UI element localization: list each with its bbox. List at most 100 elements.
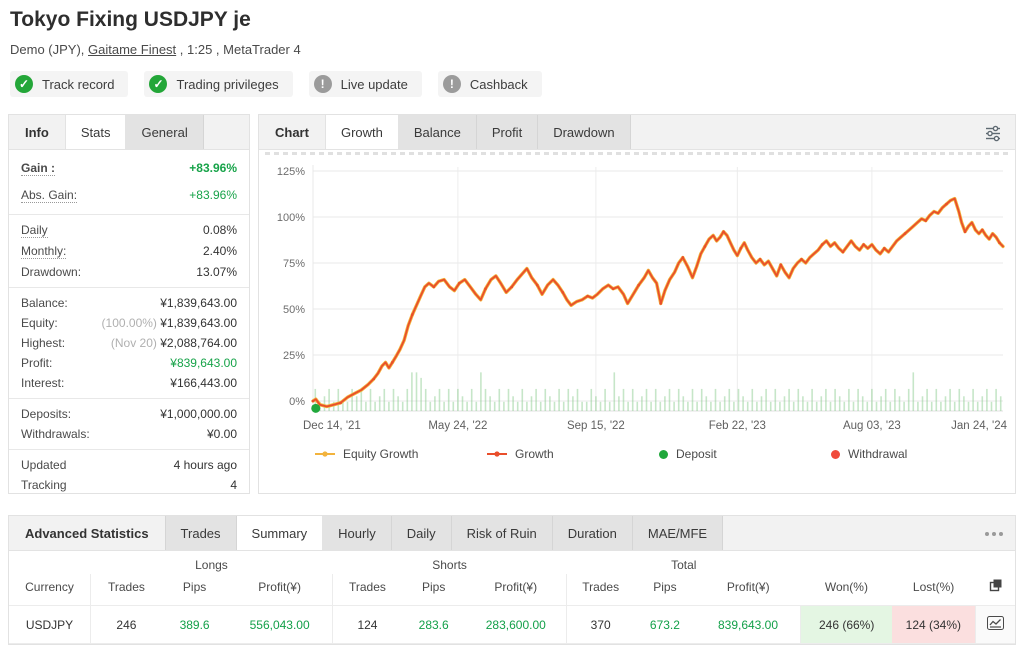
stat-label: Deposits: [21,407,72,421]
stat-label: Interest: [21,376,65,390]
copy-icon[interactable] [988,578,1003,593]
stat-value: ¥1,839,643.00 [160,296,237,310]
status-badge-track-record: ✓ Track record [10,71,129,97]
column-header-trades: Trades [89,574,162,606]
tab-general[interactable]: General [126,115,204,149]
stats-panel-title: Info [25,124,49,140]
cell-lost: 124 (34%) [891,605,976,644]
legend-label: Deposit [676,447,717,461]
svg-text:Feb 22, '23: Feb 22, '23 [709,420,766,432]
table-row-usdjpy: USDJPY 246 389.6 556,043.00 124 283.6 283,600.… [9,605,1015,644]
tab-growth[interactable]: Growth [324,115,399,149]
stats-group: Balance: ¥1,839,643.00 Equity: (100.00%) ¥1… [9,287,249,398]
tab-daily[interactable]: Daily [391,516,452,550]
tab-drawdown[interactable]: Drawdown [538,115,631,149]
withdrawal-dot-icon [831,449,840,459]
badge-label: Trading privileges [176,76,279,92]
tab-hourly[interactable]: Hourly [323,516,392,550]
svg-text:Dec 14, '21: Dec 14, '21 [303,420,361,432]
more-options-icon[interactable] [985,516,1003,551]
summary-table: Longs Shorts Total Currency Trades Pips Profit… [9,551,1015,644]
stat-value: (Nov 20) ¥2,088,764.00 [110,336,237,350]
tab-duration[interactable]: Duration [552,516,633,550]
column-header-profit: Profit(¥) [494,580,538,594]
svg-text:May 24, '22: May 24, '22 [428,420,487,432]
tab-risk-of-ruin[interactable]: Risk of Ruin [451,516,553,550]
stat-row-updated: Updated 4 hours ago [9,455,249,475]
tab-summary[interactable]: Summary [236,516,324,550]
legend-item-equity-growth[interactable]: Equity Growth [315,447,487,461]
column-header-currency: Currency [25,580,74,594]
tab-trades[interactable]: Trades [164,516,237,550]
group-header [9,551,90,574]
copy-column-header [975,574,1015,606]
column-header-trades: Trades [331,574,402,606]
account-subtitle: Demo (JPY), Gaitame Finest , 1:25 , Meta… [8,32,1016,57]
group-header-shorts: Shorts [432,558,467,572]
exclamation-icon: ! [313,75,332,93]
leverage-platform: , 1:25 , MetaTrader 4 [176,42,301,57]
tab-profit[interactable]: Profit [476,115,539,149]
stat-row-equity: Equity: (100.00%) ¥1,839,643.00 [9,313,249,333]
stat-label: Highest: [21,336,66,350]
svg-text:Aug 03, '23: Aug 03, '23 [843,420,901,432]
status-badge-live-update: ! Live update [308,71,422,97]
stat-label: Profit: [21,356,53,370]
chart-panel-title: Chart [275,124,309,140]
stat-label: Equity: [21,316,58,330]
chart-panel-header: Chart Growth Balance Profit Drawdown [259,115,1015,150]
stats-group: Daily 0.08% Monthly: 2.40% Drawdown: 13.07% [9,214,249,287]
svg-text:Sep 15, '22: Sep 15, '22 [567,420,625,432]
status-badges: ✓ Track record ✓ Trading privileges! Live up… [10,71,1016,97]
stats-group: Deposits: ¥1,000,000.00 Withdrawals: ¥0.00 [9,398,249,449]
advanced-statistics-header: Advanced Statistics Trades Summary Hourly D… [9,516,1015,551]
stat-label: Monthly: [21,244,67,259]
column-header-pips: Pips [182,580,207,594]
chart-range-strip[interactable] [265,152,1009,155]
check-icon: ✓ [15,75,33,93]
cell-value: 839,643.00 [695,605,801,644]
legend-item-deposit[interactable]: Deposit [659,447,831,461]
legend-item-withdrawal[interactable]: Withdrawal [831,447,1003,461]
stat-value: 0.08% [202,223,237,237]
stat-row-drawdown: Drawdown: 13.07% [9,262,249,282]
tab-mae-mfe[interactable]: MAE/MFE [632,516,724,550]
stat-row-daily: Daily 0.08% [9,220,249,241]
broker-link[interactable]: Gaitame Finest [88,42,177,57]
stat-row-monthly: Monthly: 2.40% [9,241,249,262]
stat-label: Daily [21,223,48,238]
chart-legend: Equity Growth Growth Deposit Withdrawal [315,447,1015,461]
stat-value: (100.00%) ¥1,839,643.00 [101,316,237,330]
advanced-statistics-panel: Advanced Statistics Trades Summary Hourly D… [8,515,1016,645]
cell-chart-icon [974,605,1015,644]
stat-value: 4 [230,478,237,492]
legend-label: Withdrawal [848,447,908,461]
growth-chart[interactable]: 0% 25% 50% 75% 100% 125% Dec 14, '21 May 24, '2… [265,157,1009,445]
cell-value: 283.6 [401,605,466,644]
svg-text:0%: 0% [289,396,305,408]
stat-value: ¥1,000,000.00 [160,407,237,421]
account-type: Demo (JPY), [10,42,89,57]
row-chart-icon[interactable] [986,616,1004,630]
check-icon: ✓ [149,75,168,93]
column-header-lost: Lost(%) [912,580,955,594]
stat-label: Updated [21,458,67,472]
column-header-pips: Pips [653,580,677,594]
stat-label: Withdrawals: [21,427,90,441]
svg-text:75%: 75% [283,258,305,270]
stat-value: 2.40% [202,244,237,258]
stat-row-interest: Interest: ¥166,443.00 [9,373,249,393]
cell-value: 124 [331,605,402,644]
svg-text:100%: 100% [277,212,305,224]
stat-label: Drawdown: [21,265,82,279]
tab-balance[interactable]: Balance [398,115,477,149]
stats-panel-header: Info Stats General [9,115,249,150]
badge-label: Live update [340,76,408,92]
deposit-dot-icon [659,449,668,459]
legend-item-growth[interactable]: Growth [487,447,659,461]
chart-panel: Chart Growth Balance Profit Drawdown 0% 25% 5… [258,114,1016,494]
chart-settings-icon[interactable] [983,115,1003,150]
main-row: Info Stats General Gain : +83.96% Abs. Gain… [8,114,1016,494]
tab-stats[interactable]: Stats [64,115,127,149]
